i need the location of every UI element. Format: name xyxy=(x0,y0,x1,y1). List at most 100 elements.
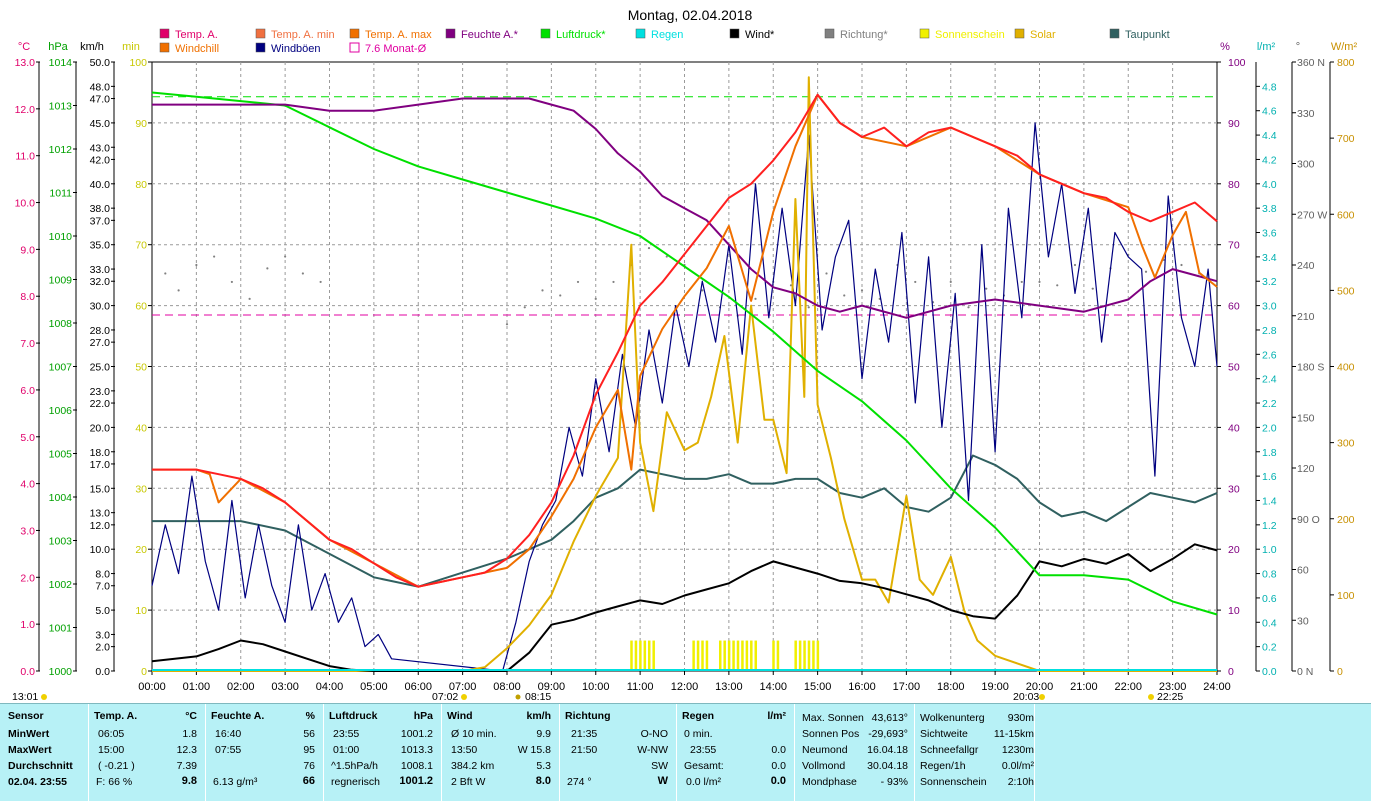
wolken-value: 0.0l/m² xyxy=(1001,760,1034,772)
richtung-point xyxy=(967,306,970,309)
tick-label: 38.0 xyxy=(90,203,111,215)
tick-label: 600 xyxy=(1337,209,1355,221)
series-line-taupunkt xyxy=(152,454,1218,588)
richtung-point xyxy=(914,280,917,284)
x-tick-label: 21:00 xyxy=(1070,681,1098,693)
legend-label: Richtung* xyxy=(840,29,888,41)
tick-label: 50 xyxy=(135,362,147,374)
temp-header: Temp. A. xyxy=(94,710,138,722)
temp-value: 7.39 xyxy=(176,760,197,772)
tick-label: 30 xyxy=(1297,615,1309,627)
wind-header: Wind xyxy=(447,710,473,722)
sonnenschein-bar xyxy=(736,640,740,671)
tick-label: 100 xyxy=(129,57,147,69)
sonne-value: - 93% xyxy=(880,776,908,788)
tick-label: 70 xyxy=(135,240,147,252)
tick-label: 30.0 xyxy=(90,301,111,313)
axis-header-pct: % xyxy=(1220,41,1230,53)
richtung-point xyxy=(807,306,810,309)
tick-label: 270 W xyxy=(1297,209,1327,221)
sonnenschein-bar xyxy=(750,640,753,671)
richtung-point xyxy=(985,287,988,290)
sonne-label: Vollmond xyxy=(802,760,846,772)
feuchte-time: 07:55 xyxy=(215,744,242,756)
x-tick-label: 11:00 xyxy=(627,681,654,693)
series-line-windchill xyxy=(152,93,1218,588)
grid xyxy=(151,61,1218,672)
x-tick-label: 01:00 xyxy=(183,681,211,693)
temp-time: 06:05 xyxy=(98,728,125,740)
x-tick-label: 09:00 xyxy=(538,681,566,693)
wind-time: 384.2 km xyxy=(451,760,495,772)
richtung-time: 21:50 xyxy=(571,744,598,756)
tick-label: 210 xyxy=(1297,311,1315,323)
tick-label: 100 xyxy=(1337,590,1355,602)
tick-label: 27.0 xyxy=(90,337,111,349)
regen-unit: l/m² xyxy=(767,710,786,722)
tick-label: 240 xyxy=(1297,260,1315,272)
tick-label: 100 xyxy=(1228,57,1246,69)
sonnenschein-bar xyxy=(807,640,811,671)
series-line-solar xyxy=(152,76,1217,672)
tick-label: 47.0 xyxy=(90,94,111,106)
time-labels: 13:01 07:02 08:15 20:03 22:25 xyxy=(12,691,1183,703)
richtung-point xyxy=(754,297,757,300)
sonnenschein-bar xyxy=(812,640,815,671)
richtung-point xyxy=(230,280,233,284)
luftdruck-header: Luftdruck xyxy=(329,710,378,722)
tick-label: 25.0 xyxy=(90,362,111,374)
tick-label: 4.6 xyxy=(1262,106,1277,118)
regen-value: 0.0 xyxy=(771,744,786,756)
sonnenschein-bar xyxy=(643,640,647,671)
sonne-value: 16.04.18 xyxy=(867,744,908,756)
tick-label: 3.0 xyxy=(20,525,35,537)
sonnenschein-bar xyxy=(634,640,638,671)
tick-label: 20 xyxy=(135,544,147,556)
sonnenschein-bar xyxy=(754,640,757,671)
x-tick-label: 12:00 xyxy=(671,681,699,693)
sonnenschein-bar xyxy=(816,640,820,671)
x-tick-label: 14:00 xyxy=(759,681,787,693)
tick-label: 1.6 xyxy=(1262,471,1277,483)
tick-label: 1003 xyxy=(49,536,73,548)
sonne-value: 30.04.18 xyxy=(867,760,908,772)
x-tick-label: 22:00 xyxy=(1114,681,1142,693)
x-tick-label: 17:00 xyxy=(893,681,921,693)
richtung-point xyxy=(1091,287,1094,290)
tick-label: 15.0 xyxy=(90,483,111,495)
x-tick-label: 15:00 xyxy=(804,681,832,693)
x-tick-label: 02:00 xyxy=(227,681,255,693)
richtung-point xyxy=(701,289,704,292)
temp-value: 9.8 xyxy=(181,775,197,787)
tick-label: 300 xyxy=(1337,438,1355,450)
luftdruck-column: Luftdruck hPa 23:55 01:00 ^1.5hPa/h regn… xyxy=(323,704,442,801)
tick-label: 1005 xyxy=(49,449,73,461)
richtung-point xyxy=(164,272,167,275)
luftdruck-value: 1001.2 xyxy=(400,728,433,740)
axis-header-hpa: hPa xyxy=(48,41,68,53)
x-tick-label: 19:00 xyxy=(981,681,1009,693)
tick-label: 22.0 xyxy=(90,398,111,410)
chart-title: Montag, 02.04.2018 xyxy=(628,7,753,23)
series-line-windb-en xyxy=(151,122,1218,672)
tick-label: 8.0 xyxy=(95,569,110,581)
tick-label: 3.0 xyxy=(1262,301,1277,313)
tick-label: 1.2 xyxy=(1262,520,1277,532)
tick-label: 43.0 xyxy=(90,142,111,154)
sensor-header: Sensor xyxy=(8,710,44,722)
x-tick-label: 18:00 xyxy=(937,681,965,693)
legend-swatch xyxy=(349,28,360,39)
sonnenschein-bar xyxy=(772,640,775,671)
tick-label: 0.8 xyxy=(1262,569,1277,581)
wind-unit: km/h xyxy=(526,710,551,722)
x-tick-label: 00:00 xyxy=(138,681,166,693)
sonnenschein-bar xyxy=(692,640,695,671)
richtung-point xyxy=(789,284,793,287)
temp-time: 15:00 xyxy=(98,744,125,756)
wolken-label: Wolkenunterg xyxy=(920,712,985,724)
tick-label: 2.2 xyxy=(1262,398,1277,410)
temp-value: 1.8 xyxy=(182,728,197,740)
tick-label: 1014 xyxy=(49,57,73,69)
tick-label: 150 xyxy=(1297,412,1315,424)
legend-swatch xyxy=(540,28,551,39)
